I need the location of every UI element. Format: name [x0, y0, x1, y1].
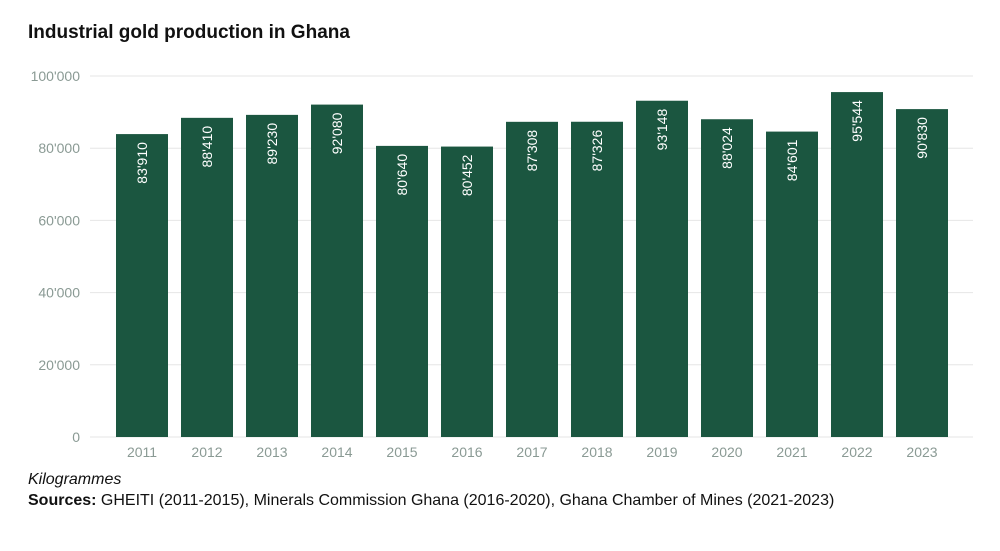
x-tick-label: 2020 [711, 444, 742, 460]
bar-value-label: 80'640 [394, 154, 410, 196]
x-tick-label: 2013 [256, 444, 287, 460]
chart-title: Industrial gold production in Ghana [28, 22, 350, 43]
x-tick-label: 2022 [841, 444, 872, 460]
x-tick-label: 2014 [321, 444, 352, 460]
bar-2022 [831, 92, 883, 438]
bar-value-label: 83'910 [134, 142, 150, 184]
y-axis-ticks: 0 20'000 40'000 60'000 80'000 100'000 [31, 68, 81, 445]
x-tick-label: 2015 [386, 444, 417, 460]
bar-2023 [896, 109, 948, 437]
y-tick-label: 0 [72, 429, 80, 445]
x-tick-label: 2016 [451, 444, 482, 460]
bar-value-label: 87'308 [524, 130, 540, 172]
sources-note: Sources: GHEITI (2011-2015), Minerals Co… [28, 492, 834, 510]
sources-text: GHEITI (2011-2015), Minerals Commission … [96, 492, 835, 509]
x-tick-label: 2021 [776, 444, 807, 460]
bar-value-label: 95'544 [849, 100, 865, 142]
y-tick-label: 80'000 [38, 140, 80, 156]
x-tick-label: 2017 [516, 444, 547, 460]
bar-2014 [311, 104, 363, 438]
bar-value-label: 87'326 [589, 130, 605, 172]
bar-value-label: 88'024 [719, 127, 735, 169]
y-tick-label: 60'000 [38, 212, 80, 228]
bar-2012 [181, 117, 233, 437]
bar-value-label: 92'080 [329, 112, 345, 154]
bar-value-label: 84'601 [784, 139, 800, 181]
bar-value-label: 90'830 [914, 117, 930, 159]
bar-2018 [571, 121, 623, 437]
bar-2019 [636, 100, 688, 437]
x-tick-label: 2018 [581, 444, 612, 460]
bar-2021 [766, 131, 818, 437]
bar-2016 [441, 146, 493, 437]
y-tick-label: 100'000 [31, 68, 81, 84]
bar-2020 [701, 119, 753, 437]
bar-2013 [246, 114, 298, 437]
bar-value-label: 88'410 [199, 126, 215, 168]
sources-label: Sources: [28, 492, 97, 509]
bar-2015 [376, 145, 428, 438]
x-tick-label: 2023 [906, 444, 937, 460]
bar-value-label: 93'148 [654, 109, 670, 151]
y-tick-label: 40'000 [38, 285, 80, 301]
bar-2011 [116, 134, 168, 437]
unit-note: Kilogrammes [28, 471, 122, 488]
y-tick-label: 20'000 [38, 357, 80, 373]
x-tick-label: 2011 [127, 444, 157, 460]
x-axis-ticks: 2011 2012 2013 2014 2015 2016 2017 2018 2019 2020… [127, 444, 938, 460]
bars: 83'910 88'410 89'230 92'080 80'640 80'452 87'3… [116, 92, 948, 438]
bar-2017 [506, 121, 558, 438]
bar-value-label: 89'230 [264, 123, 280, 165]
x-tick-label: 2012 [191, 444, 222, 460]
x-tick-label: 2019 [646, 444, 677, 460]
bar-value-label: 80'452 [459, 154, 475, 196]
